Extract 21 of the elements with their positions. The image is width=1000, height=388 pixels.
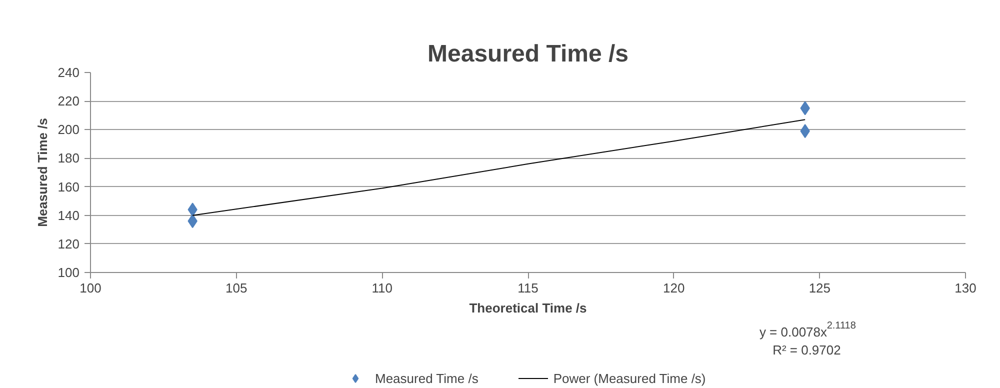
x-tick-label: 115	[518, 280, 538, 296]
y-tick-label: 200	[58, 122, 80, 138]
legend-label: Measured Time /s	[375, 370, 478, 386]
x-tick-label: 125	[808, 280, 831, 296]
y-tick-label: 140	[58, 208, 80, 223]
x-axis-title: Theoretical Time /s	[469, 300, 587, 316]
x-tick-label: 130	[954, 280, 976, 296]
x-tick-label: 105	[225, 280, 248, 296]
y-tick-label: 100	[58, 265, 80, 280]
x-tick-label: 120	[662, 280, 685, 296]
x-tick-label: 100	[80, 280, 102, 296]
x-tick-label: 110	[372, 280, 393, 296]
legend-label: Power (Measured Time /s)	[553, 370, 706, 386]
y-axis-title: Measured Time /s	[34, 118, 50, 227]
y-tick-label: 240	[58, 65, 80, 80]
chart-title: Measured Time /s	[428, 40, 628, 68]
y-tick-label: 180	[58, 150, 80, 166]
text: R² = 0.9702	[772, 342, 841, 358]
y-tick-label: 120	[58, 236, 80, 252]
y-tick-label: 220	[58, 94, 80, 109]
y-tick-label: 160	[58, 179, 80, 194]
